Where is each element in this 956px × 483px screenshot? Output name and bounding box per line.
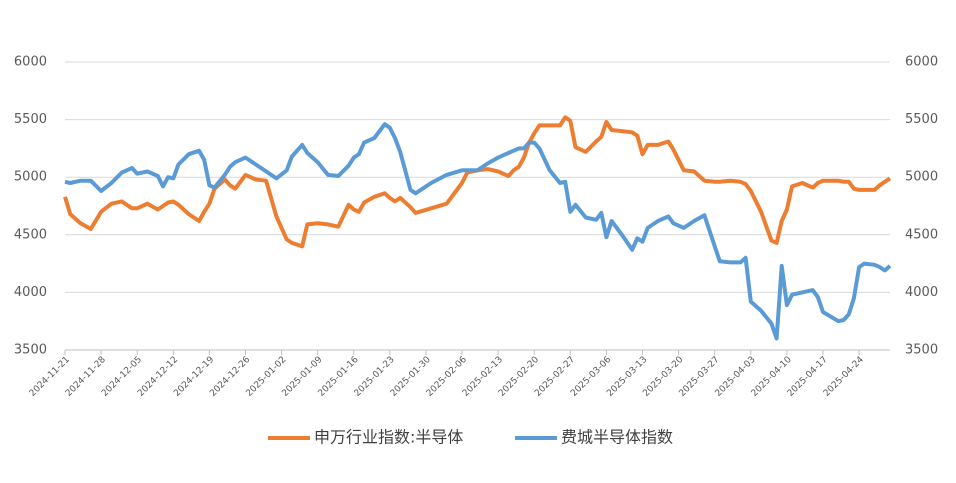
y2-tick-label: 5000 [905,170,938,185]
y-tick-label: 4500 [14,227,47,242]
y-tick-label: 6000 [14,55,47,70]
y2-tick-label: 4000 [905,285,938,300]
y2-tick-label: 4500 [905,227,938,242]
y-tick-label: 3500 [14,343,47,358]
legend-label: 费城半导体指数 [561,428,673,447]
y-tick-label: 4000 [14,285,47,300]
y2-tick-label: 5500 [905,112,938,127]
series-line [63,115,892,249]
y-tick-label: 5500 [14,112,47,127]
legend-label: 申万行业指数:半导体 [314,428,463,447]
y2-tick-label: 3500 [905,343,938,358]
y-tick-label: 5000 [14,170,47,185]
series-line [64,122,892,341]
y2-tick-label: 6000 [905,55,938,70]
